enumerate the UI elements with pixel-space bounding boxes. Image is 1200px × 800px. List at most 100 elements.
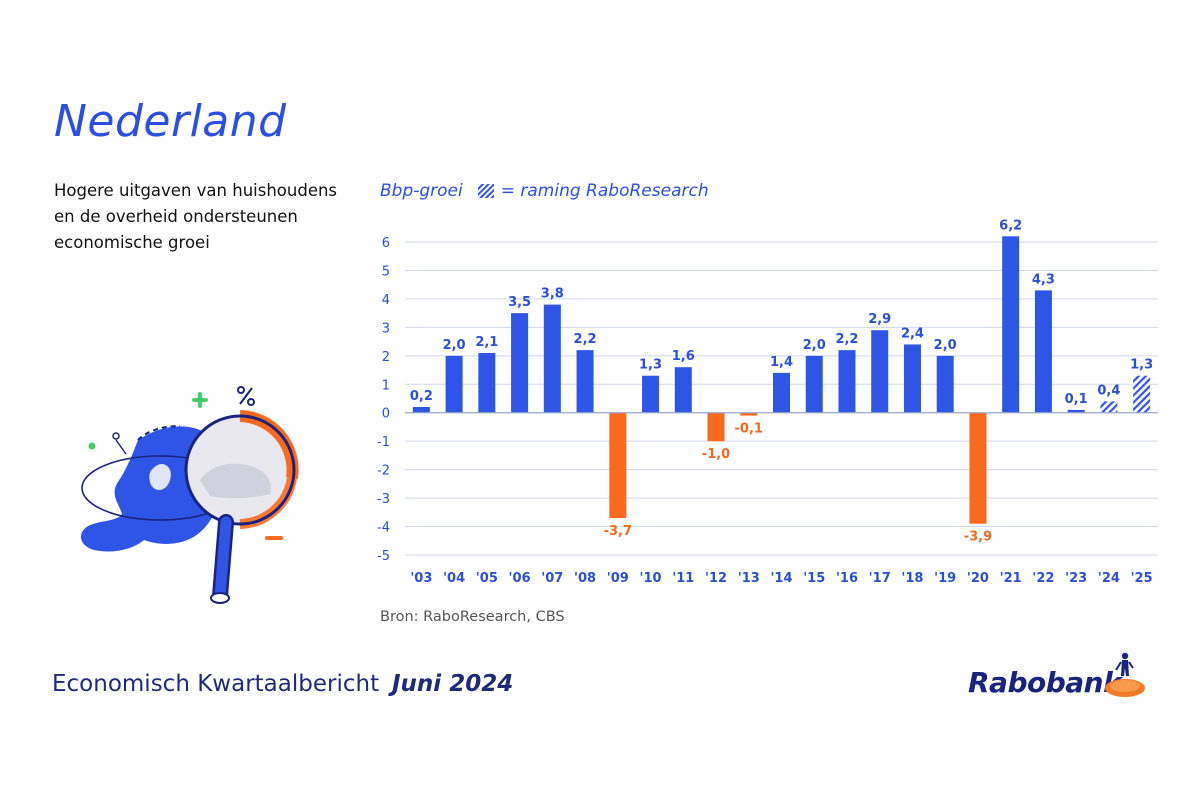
x-tick-label-17: '20 [967,571,989,586]
value-label-1: 2,0 [443,338,466,353]
page-subtitle: Hogere uitgaven van huishoudens en de ov… [54,178,354,256]
value-label-15: 2,4 [901,326,924,341]
bar-5 [576,350,594,413]
x-tick-label-10: '13 [738,571,760,586]
bar-15 [903,344,921,413]
bar-10 [740,412,758,416]
x-tick-label-1: '04 [443,571,465,586]
subtitle-line-1: Hogere uitgaven van huishoudens [54,181,338,200]
bar-14 [871,330,889,413]
bar-13 [838,350,856,413]
x-tick-label-22: '25 [1131,571,1153,586]
y-tick-label: -2 [377,464,390,479]
value-label-4: 3,8 [541,287,564,302]
magnifier-map-icon [80,386,299,604]
value-label-18: 6,2 [999,218,1022,233]
bar-20 [1067,409,1085,413]
x-tick-label-21: '24 [1098,571,1120,586]
bar-21 [1100,401,1118,413]
publication-name: Economisch Kwartaalbericht [52,671,380,697]
hatch-swatch-icon [477,184,494,198]
y-tick-label: -3 [377,492,390,507]
value-label-10: -0,1 [735,422,763,437]
y-axis-ticks: 6 5 4 3 2 1 0 -1 -2 -3 -4 -5 [377,236,390,564]
value-label-11: 1,4 [770,355,793,370]
legend-series-label: Bbp-groei [380,181,463,201]
bar-0 [412,407,430,413]
value-label-20: 0,1 [1065,392,1088,407]
x-tick-label-4: '07 [541,571,563,586]
y-tick-label: 2 [382,350,390,365]
bars [412,236,1151,524]
x-tick-label-20: '23 [1065,571,1087,586]
x-tick-label-16: '19 [934,571,956,586]
y-tick-label: 0 [382,407,390,422]
bar-12 [805,355,823,413]
y-tick-label: 5 [382,264,390,279]
value-labels: 0,2 2,0 2,1 3,5 3,8 2,2 -3,7 1,3 1,6 -1,0 -0,1 1,4 2… [410,218,1153,544]
value-label-0: 0,2 [410,389,433,404]
x-tick-label-14: '17 [869,571,891,586]
x-tick-label-3: '06 [509,571,531,586]
value-label-5: 2,2 [574,332,597,347]
value-label-7: 1,3 [639,358,662,373]
x-tick-label-12: '15 [803,571,825,586]
legend-forecast-label: = raming RaboResearch [500,181,709,201]
bar-1 [445,355,463,413]
value-label-13: 2,2 [835,332,858,347]
y-tick-label: 3 [382,321,390,336]
grid-lines [405,241,1158,556]
value-label-2: 2,1 [475,335,498,350]
value-label-16: 2,0 [934,338,957,353]
y-tick-label: 1 [382,378,390,393]
value-label-22: 1,3 [1130,358,1153,373]
publication-date: Juni 2024 [392,671,514,697]
bar-11 [773,372,790,413]
bar-4 [543,304,561,413]
x-tick-label-11: '14 [770,571,792,586]
bar-8 [674,367,692,413]
value-label-21: 0,4 [1097,383,1120,398]
value-label-12: 2,0 [803,338,826,353]
x-tick-label-2: '05 [476,571,498,586]
plus-icon [192,392,208,408]
bar-19 [1034,290,1052,413]
percent-icon [237,386,255,406]
legend-forecast: = raming RaboResearch [477,181,709,201]
value-label-9: -1,0 [702,447,730,462]
bar-2 [478,352,496,413]
x-tick-label-7: '10 [640,571,662,586]
y-tick-label: 6 [382,236,390,251]
bar-3 [511,313,529,413]
x-tick-label-15: '18 [901,571,923,586]
x-tick-label-5: '08 [574,571,596,586]
value-label-3: 3,5 [508,295,531,310]
x-axis-ticks: '03 '04 '05 '06 '07 '08 '09 '10 '11 '12 '13 '14 '15 '… [410,571,1152,586]
bar-17 [969,412,987,524]
x-tick-label-6: '09 [607,571,629,586]
value-label-17: -3,9 [964,530,992,545]
value-label-14: 2,9 [868,312,891,327]
bar-16 [936,355,954,413]
bar-9 [707,412,725,442]
x-tick-label-8: '11 [672,571,694,586]
brand-name: Rabobank [968,666,1122,699]
x-tick-label-19: '22 [1032,571,1054,586]
x-tick-label-18: '21 [1000,571,1022,586]
y-tick-label: -4 [377,521,390,536]
bar-22 [1133,375,1151,413]
chart-legend: Bbp-groei = raming RaboResearch [380,180,709,202]
x-tick-label-9: '12 [705,571,727,586]
rabobank-logo-icon [1105,652,1145,697]
value-label-8: 1,6 [672,349,695,364]
value-label-19: 4,3 [1032,272,1055,287]
y-tick-label: -1 [377,435,390,450]
x-tick-label-13: '16 [836,571,858,586]
source-note: Bron: RaboResearch, CBS [380,609,565,625]
subtitle-line-3: economische groei [54,233,210,252]
page-title: Nederland [54,96,287,147]
bar-7 [642,375,660,413]
bar-6 [609,412,627,519]
subtitle-line-2: en de overheid ondersteunen [54,207,298,226]
